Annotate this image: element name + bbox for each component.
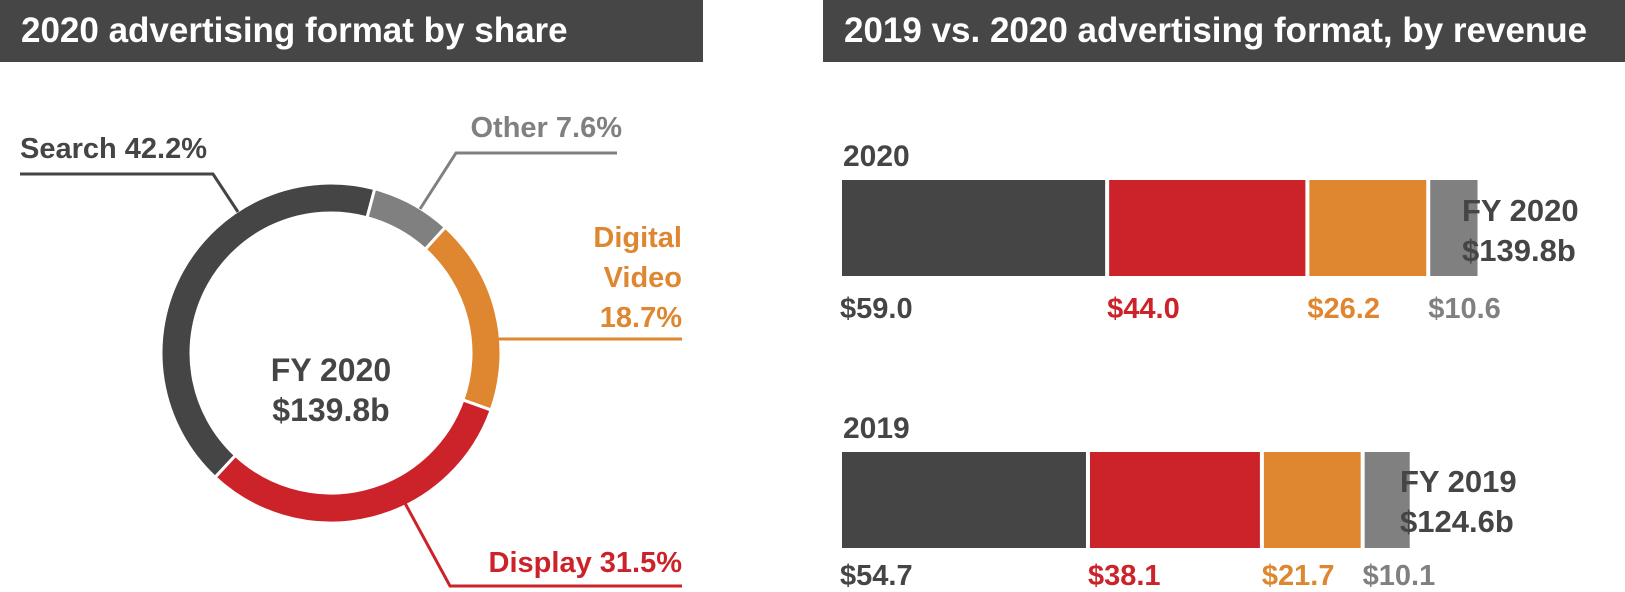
bar-chart-title: 2019 vs. 2020 advertising format, by rev…: [823, 0, 1625, 62]
bar-value-2020-display: $44.0: [1107, 293, 1180, 325]
bar-segment-2019-search: [842, 452, 1086, 548]
donut-label-video-line3: 18.7%: [600, 302, 682, 334]
donut-slice-search: [159, 181, 377, 480]
leader-line-other: [418, 151, 617, 210]
donut-label-other: Other 7.6%: [471, 112, 623, 144]
donut-label-display: Display 31.5%: [489, 547, 683, 579]
bar-row-year-2019: 2019: [843, 412, 910, 445]
bar-total-label-2019: FY 2019: [1400, 464, 1517, 499]
bar-value-2019-search: $54.7: [840, 560, 913, 592]
donut-labels: Search 42.2% Other 7.6% Digital Video 18.7% D…: [20, 112, 683, 588]
bar-segment-2020-other: [1430, 180, 1478, 276]
bar-value-2019-video: $21.7: [1262, 560, 1335, 592]
bar-value-2020-search: $59.0: [840, 293, 913, 325]
donut-center-line2: $139.8b: [272, 392, 389, 428]
bar-segment-2019-display: [1089, 452, 1260, 548]
bar-value-2019-display: $38.1: [1088, 560, 1161, 592]
bar-segment-2019-other: [1364, 452, 1410, 548]
bar-value-2020-other: $10.6: [1428, 293, 1501, 325]
stacked-bar-chart: 2020 $59.0 $44.0 $26.2 $10.6 FY 2020 $139.8b 20…: [840, 140, 1579, 592]
bar-total-value-2020: $139.8b: [1462, 233, 1576, 268]
donut-slice-video: [423, 225, 503, 412]
donut-center-line1: FY 2020: [271, 352, 391, 388]
donut-label-video-line1: Digital: [593, 222, 682, 254]
bar-value-2020-video: $26.2: [1307, 293, 1380, 325]
bar-segment-2019-video: [1263, 452, 1361, 548]
bar-segment-2020-video: [1309, 180, 1427, 276]
bar-row-year-2020: 2020: [843, 140, 910, 173]
leader-line-search: [20, 172, 240, 213]
bar-segment-2020-display: [1109, 180, 1306, 276]
bar-total-label-2020: FY 2020: [1462, 193, 1579, 228]
leader-line-display: [398, 493, 682, 588]
donut-label-search: Search 42.2%: [20, 133, 207, 165]
bar-total-value-2019: $124.6b: [1400, 504, 1514, 539]
bar-segment-2020-search: [842, 180, 1106, 276]
donut-chart-title: 2020 advertising format by share: [0, 0, 703, 62]
bar-value-2019-other: $10.1: [1363, 560, 1436, 592]
donut-chart: [159, 181, 503, 525]
donut-label-video-line2: Video: [604, 262, 682, 294]
donut-slice-display: [212, 398, 494, 525]
